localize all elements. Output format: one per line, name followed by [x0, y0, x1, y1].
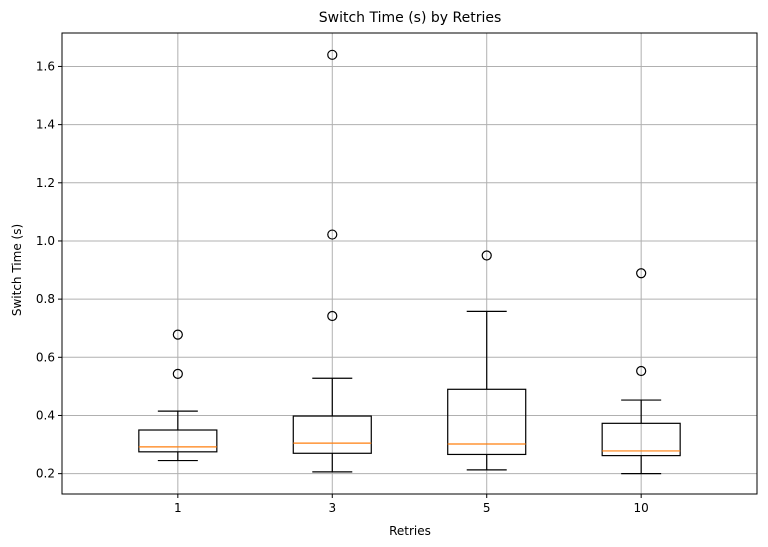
y-tick-label: 0.4 [36, 408, 55, 422]
x-axis-label: Retries [389, 524, 431, 538]
box-group-5 [447, 250, 527, 471]
outlier-point [327, 310, 338, 322]
iqr-box [447, 388, 527, 456]
x-tick-label: 10 [634, 501, 649, 515]
outlier-point [481, 250, 492, 261]
box-group-3 [292, 49, 372, 473]
chart-title: Switch Time (s) by Retries [319, 10, 502, 26]
y-tick-label: 1.0 [36, 234, 55, 248]
iqr-box [138, 429, 218, 453]
x-tick-label: 3 [328, 501, 336, 515]
outlier-point [327, 49, 338, 60]
y-tick-label: 1.4 [36, 118, 55, 132]
box-group-1 [138, 329, 218, 462]
iqr-box [292, 415, 372, 454]
box-group-10 [601, 268, 681, 475]
outlier-point [172, 368, 183, 379]
y-axis-label: Switch Time (s) [10, 224, 24, 316]
iqr-box [601, 422, 681, 457]
boxes-layer [138, 49, 681, 475]
y-tick-label: 1.6 [36, 59, 55, 73]
x-tick-label: 1 [174, 501, 182, 515]
outlier-point [172, 329, 183, 340]
y-tick-label: 0.2 [36, 467, 55, 481]
y-tick-label: 0.8 [36, 292, 55, 306]
axes-layer: 0.2 0.4 0.6 0.8 1.0 1.2 1.4 1.6 1 3 5 10 [36, 59, 649, 515]
y-tick-label: 0.6 [36, 350, 55, 364]
plot-frame [61, 32, 758, 495]
grid-lines [62, 33, 757, 494]
y-tick-label: 1.2 [36, 176, 55, 190]
outlier-point [636, 365, 647, 377]
x-tick-label: 5 [483, 501, 491, 515]
outlier-point [636, 268, 647, 279]
outlier-point [327, 229, 338, 240]
